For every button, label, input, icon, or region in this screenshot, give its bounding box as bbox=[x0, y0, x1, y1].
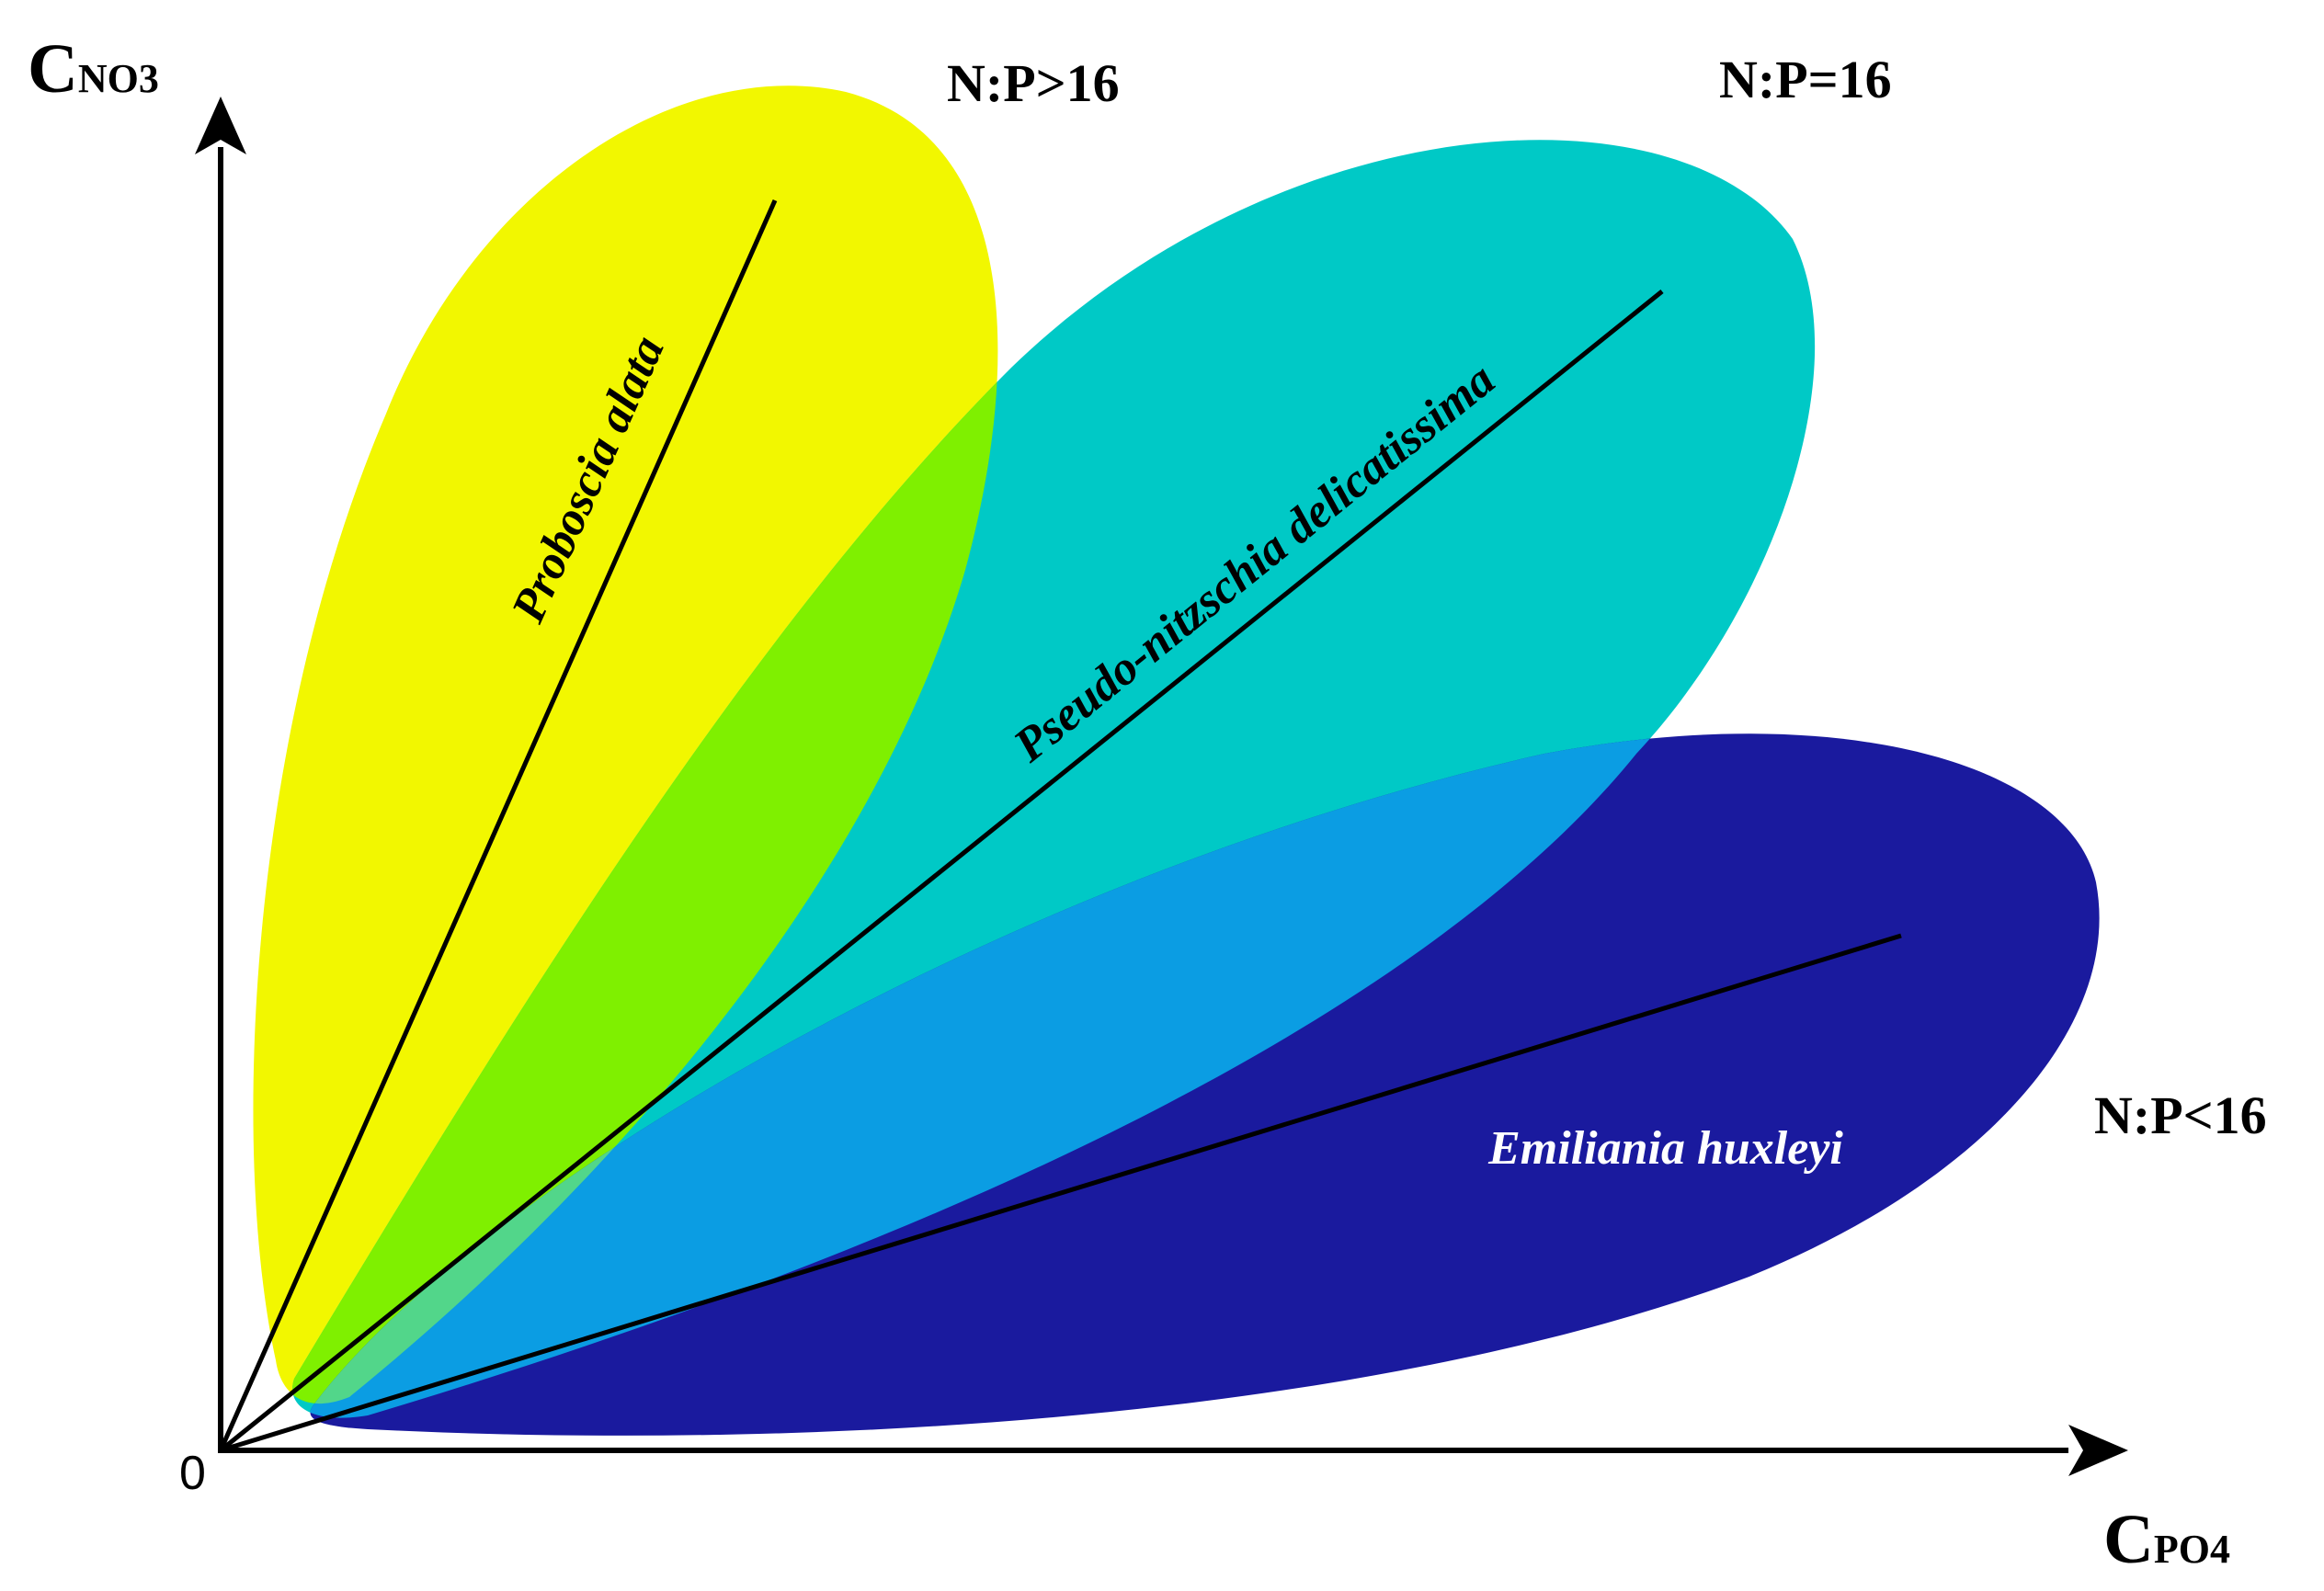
region-np-greater-16 bbox=[253, 85, 998, 1404]
axes bbox=[195, 97, 2128, 1476]
line-np-equal-16 bbox=[219, 290, 1664, 1452]
ratio-label-equal: N:P=16 bbox=[1719, 50, 1892, 109]
y-axis-title: CNO3 bbox=[28, 30, 159, 108]
y-axis-title-main: C bbox=[28, 30, 78, 108]
line-np-greater-16 bbox=[218, 199, 778, 1452]
regions bbox=[253, 85, 2100, 1436]
y-axis-arrow bbox=[195, 97, 246, 154]
x-axis-arrow bbox=[2068, 1425, 2128, 1476]
x-axis-title-sub: PO4 bbox=[2154, 1527, 2230, 1572]
ratio-label-low: N:P<16 bbox=[2094, 1085, 2267, 1145]
x-axis-title-main: C bbox=[2103, 1501, 2154, 1578]
origin-label: 0 bbox=[179, 1447, 206, 1500]
line-np-less-16 bbox=[220, 933, 1902, 1453]
species-label-low: Emiliania huxleyi bbox=[1487, 1122, 1843, 1175]
y-axis-title-sub: NO3 bbox=[78, 56, 159, 101]
ratio-lines bbox=[218, 199, 1902, 1453]
x-axis-title: CPO4 bbox=[2103, 1501, 2230, 1578]
ratio-label-high: N:P>16 bbox=[947, 53, 1120, 113]
